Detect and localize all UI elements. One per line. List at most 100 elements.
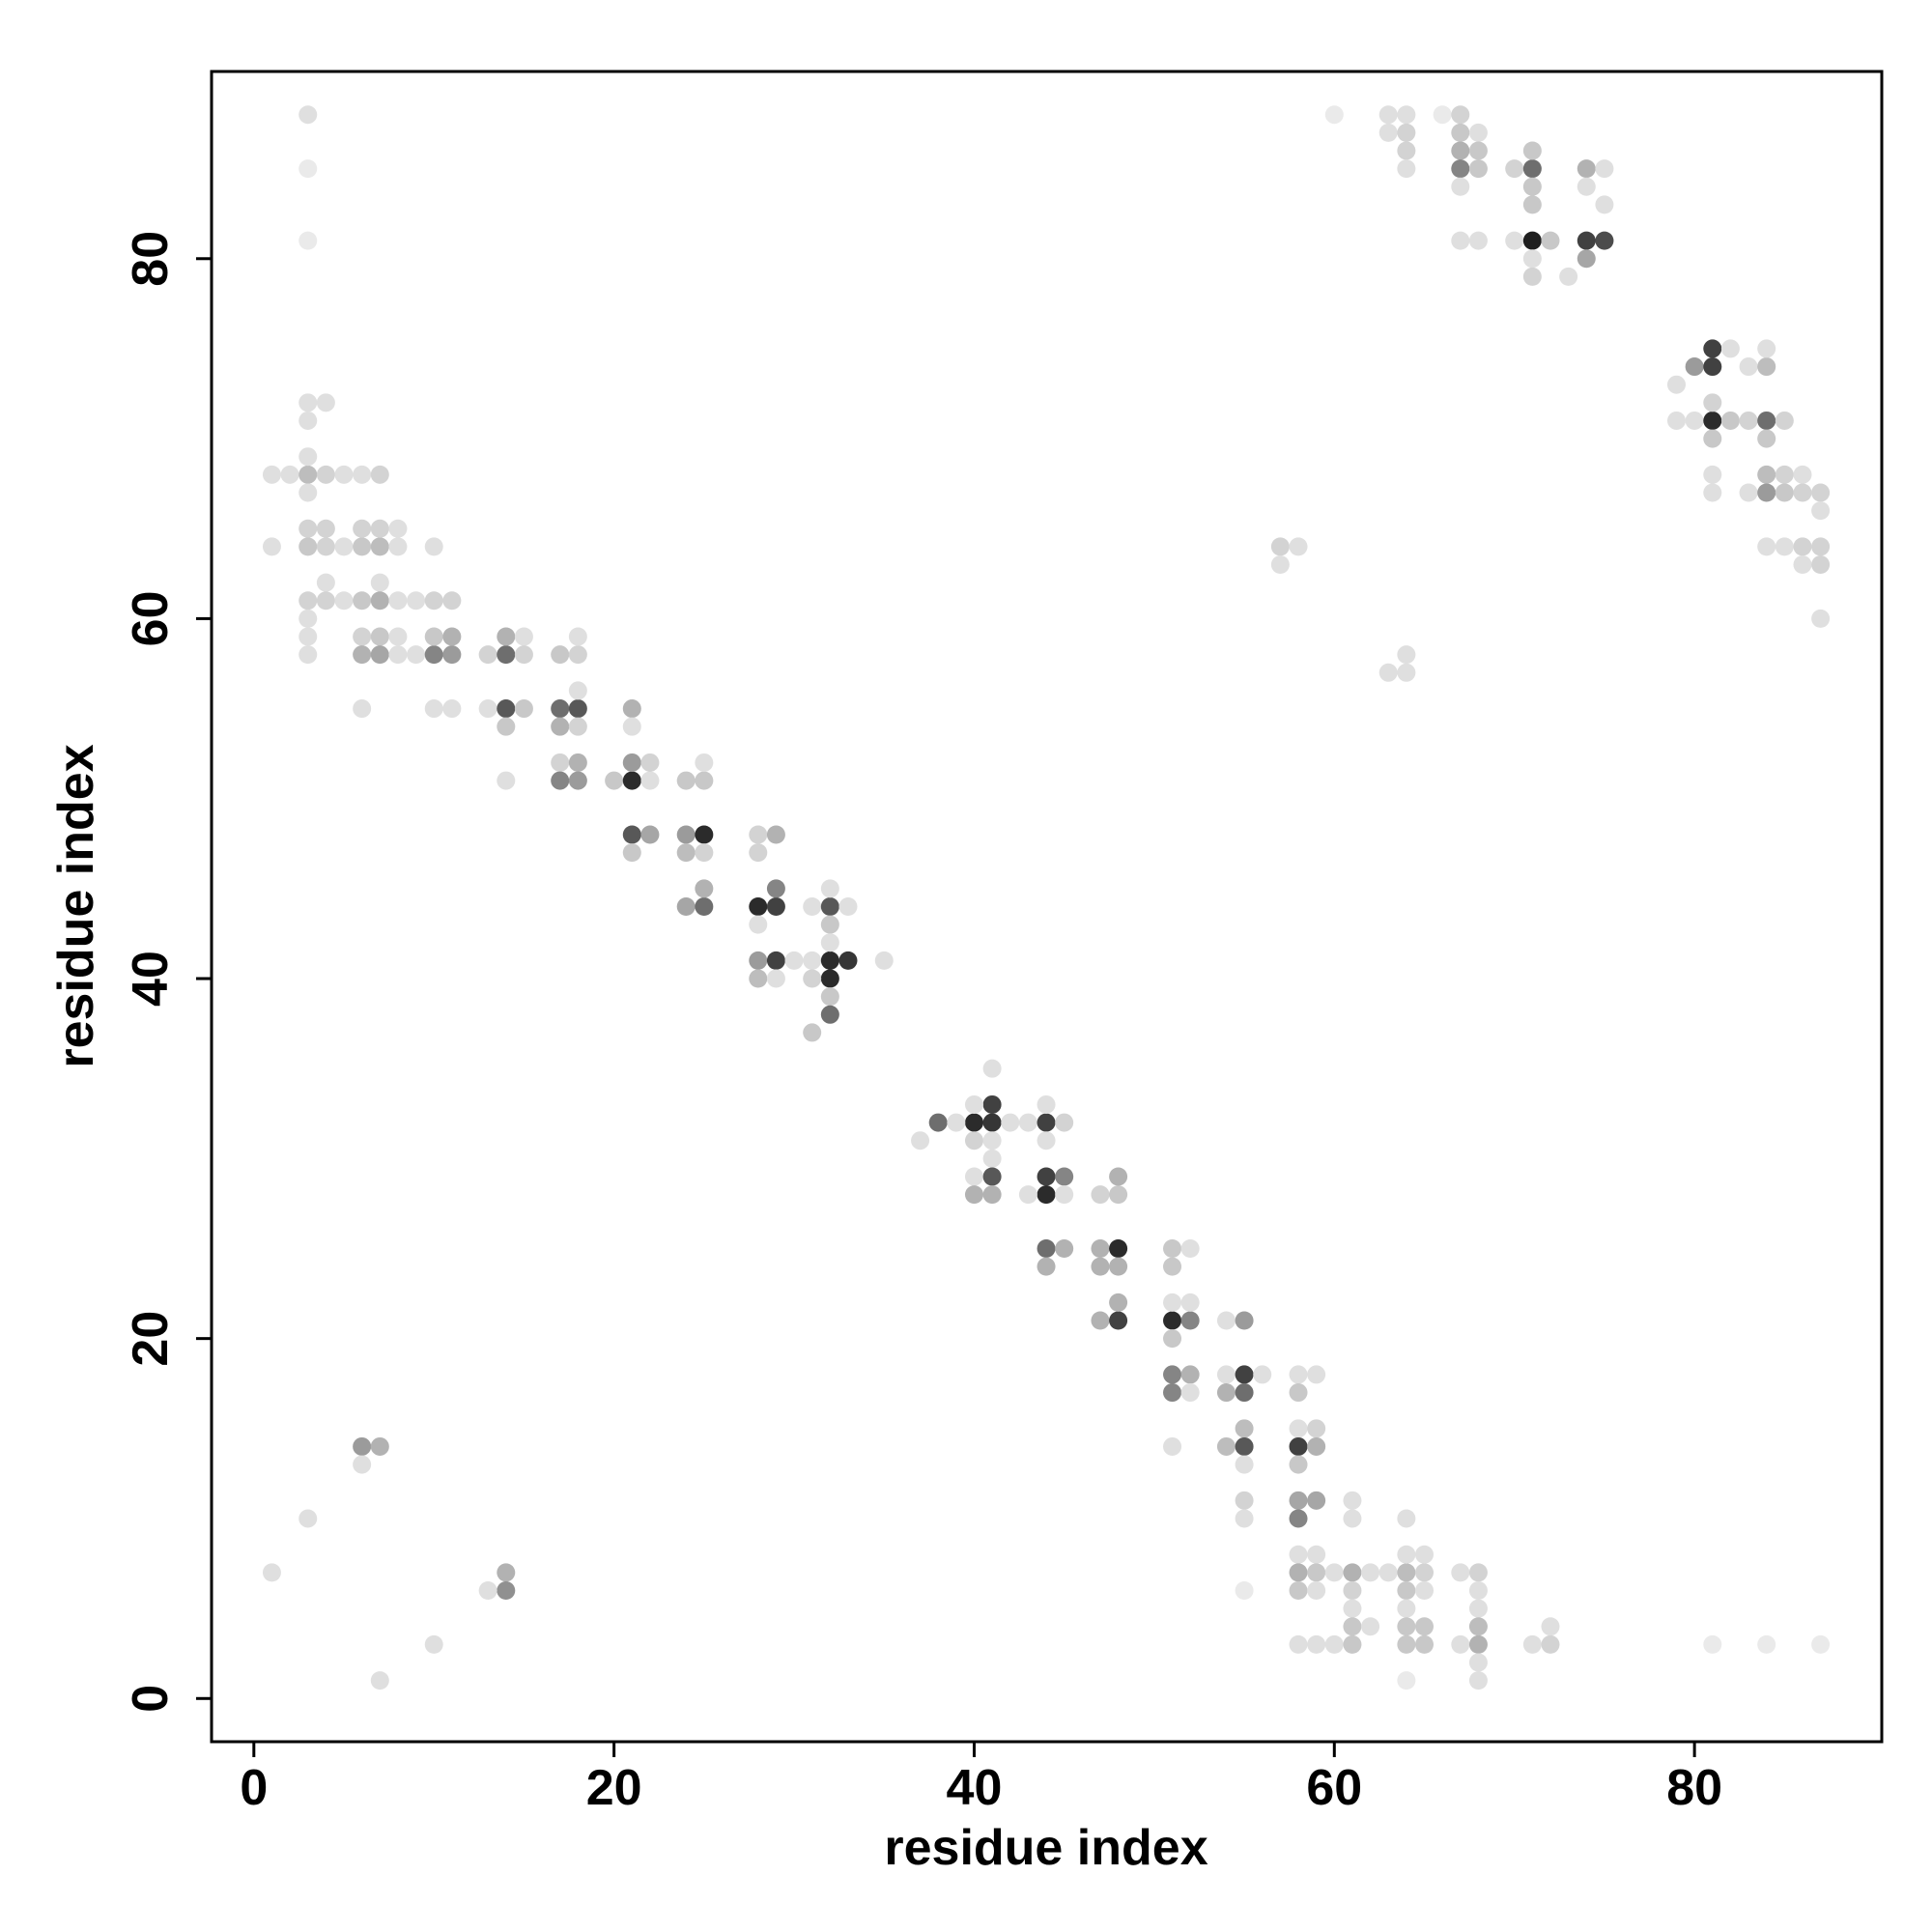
contact-point [1433, 105, 1452, 125]
contact-point [298, 411, 318, 430]
contact-point [298, 231, 318, 250]
contact-point [640, 825, 660, 844]
contact-point [497, 627, 516, 646]
contact-point [1793, 555, 1812, 575]
contact-point [820, 987, 839, 1007]
contact-point [820, 897, 839, 916]
contact-point [1451, 159, 1470, 179]
contact-point [1775, 537, 1794, 556]
contact-point [298, 627, 318, 646]
contact-point [640, 771, 660, 790]
contact-point [370, 1671, 389, 1690]
contact-point [1451, 105, 1470, 125]
y-tick-label: 60 [123, 590, 179, 646]
contact-point [1343, 1580, 1362, 1600]
contact-point [388, 627, 408, 646]
contact-point [497, 771, 516, 790]
contact-point [1289, 1563, 1308, 1582]
contact-point [1703, 339, 1722, 358]
contact-point [388, 645, 408, 665]
contact-point [1703, 1634, 1722, 1654]
contact-point [982, 1113, 1002, 1132]
contact-point [424, 699, 443, 719]
contact-point [568, 681, 587, 700]
contact-point [407, 591, 426, 611]
contact-point [551, 699, 570, 719]
contact-point [370, 465, 389, 484]
contact-point [1739, 357, 1758, 377]
contact-point [1109, 1257, 1128, 1276]
contact-point [982, 1059, 1002, 1078]
contact-point [695, 897, 714, 916]
contact-point [1235, 1365, 1254, 1384]
contact-point [676, 825, 696, 844]
contact-point [1163, 1329, 1182, 1349]
contact-point [424, 537, 443, 556]
x-tick-label: 0 [240, 1760, 268, 1816]
contact-point [1793, 465, 1812, 484]
contact-point [695, 843, 714, 863]
contact-point [1307, 1419, 1326, 1438]
contact-point [640, 753, 660, 772]
contact-point [1037, 1238, 1056, 1258]
contact-point [1378, 1563, 1398, 1582]
contact-point [316, 393, 335, 412]
contact-point [424, 1634, 443, 1654]
contact-point [1522, 267, 1542, 286]
contact-point [1397, 1545, 1416, 1564]
contact-point [695, 879, 714, 898]
contact-point [334, 465, 354, 484]
contact-point [1522, 177, 1542, 196]
contact-point [514, 699, 533, 719]
contact-point [497, 699, 516, 719]
contact-point [1577, 159, 1596, 179]
contact-point [1289, 1383, 1308, 1403]
x-tick-label: 40 [947, 1760, 1003, 1816]
contact-point [442, 645, 462, 665]
contact-point [676, 843, 696, 863]
contact-point [1451, 1563, 1470, 1582]
contact-point [334, 537, 354, 556]
contact-point [1289, 1436, 1308, 1456]
contact-point [1289, 1509, 1308, 1528]
contact-point [551, 771, 570, 790]
contact-point [1451, 1634, 1470, 1654]
contact-point [622, 825, 641, 844]
contact-point [1757, 483, 1776, 502]
contact-point [1216, 1365, 1236, 1384]
contact-point [1270, 555, 1290, 575]
contact-point [1235, 1311, 1254, 1330]
contact-point [514, 627, 533, 646]
contact-point [1216, 1436, 1236, 1456]
y-tick-label: 40 [123, 951, 179, 1007]
contact-point [1037, 1094, 1056, 1114]
contact-point [1811, 1634, 1831, 1654]
contact-point [1775, 483, 1794, 502]
contact-point [1235, 1455, 1254, 1474]
contact-point [1180, 1365, 1200, 1384]
contact-point [298, 447, 318, 467]
contact-point [1343, 1634, 1362, 1654]
contact-point [353, 1436, 372, 1456]
contact-point [749, 969, 768, 988]
contact-point [568, 717, 587, 736]
contact-point [1468, 159, 1488, 179]
contact-point [407, 645, 426, 665]
contact-point [298, 105, 318, 125]
contact-point [1037, 1257, 1056, 1276]
contact-point [568, 753, 587, 772]
contact-point [1163, 1257, 1182, 1276]
contact-point [478, 699, 497, 719]
contact-point [497, 1563, 516, 1582]
contact-point [442, 627, 462, 646]
contact-point [1397, 1509, 1416, 1528]
contact-point [1415, 1634, 1435, 1654]
contact-point [1397, 663, 1416, 682]
contact-point [1163, 1311, 1182, 1330]
contact-point [749, 897, 768, 916]
contact-point [370, 573, 389, 592]
contact-point [1703, 357, 1722, 377]
contact-point [1307, 1563, 1326, 1582]
contact-point [820, 1005, 839, 1024]
contact-point [1343, 1563, 1362, 1582]
